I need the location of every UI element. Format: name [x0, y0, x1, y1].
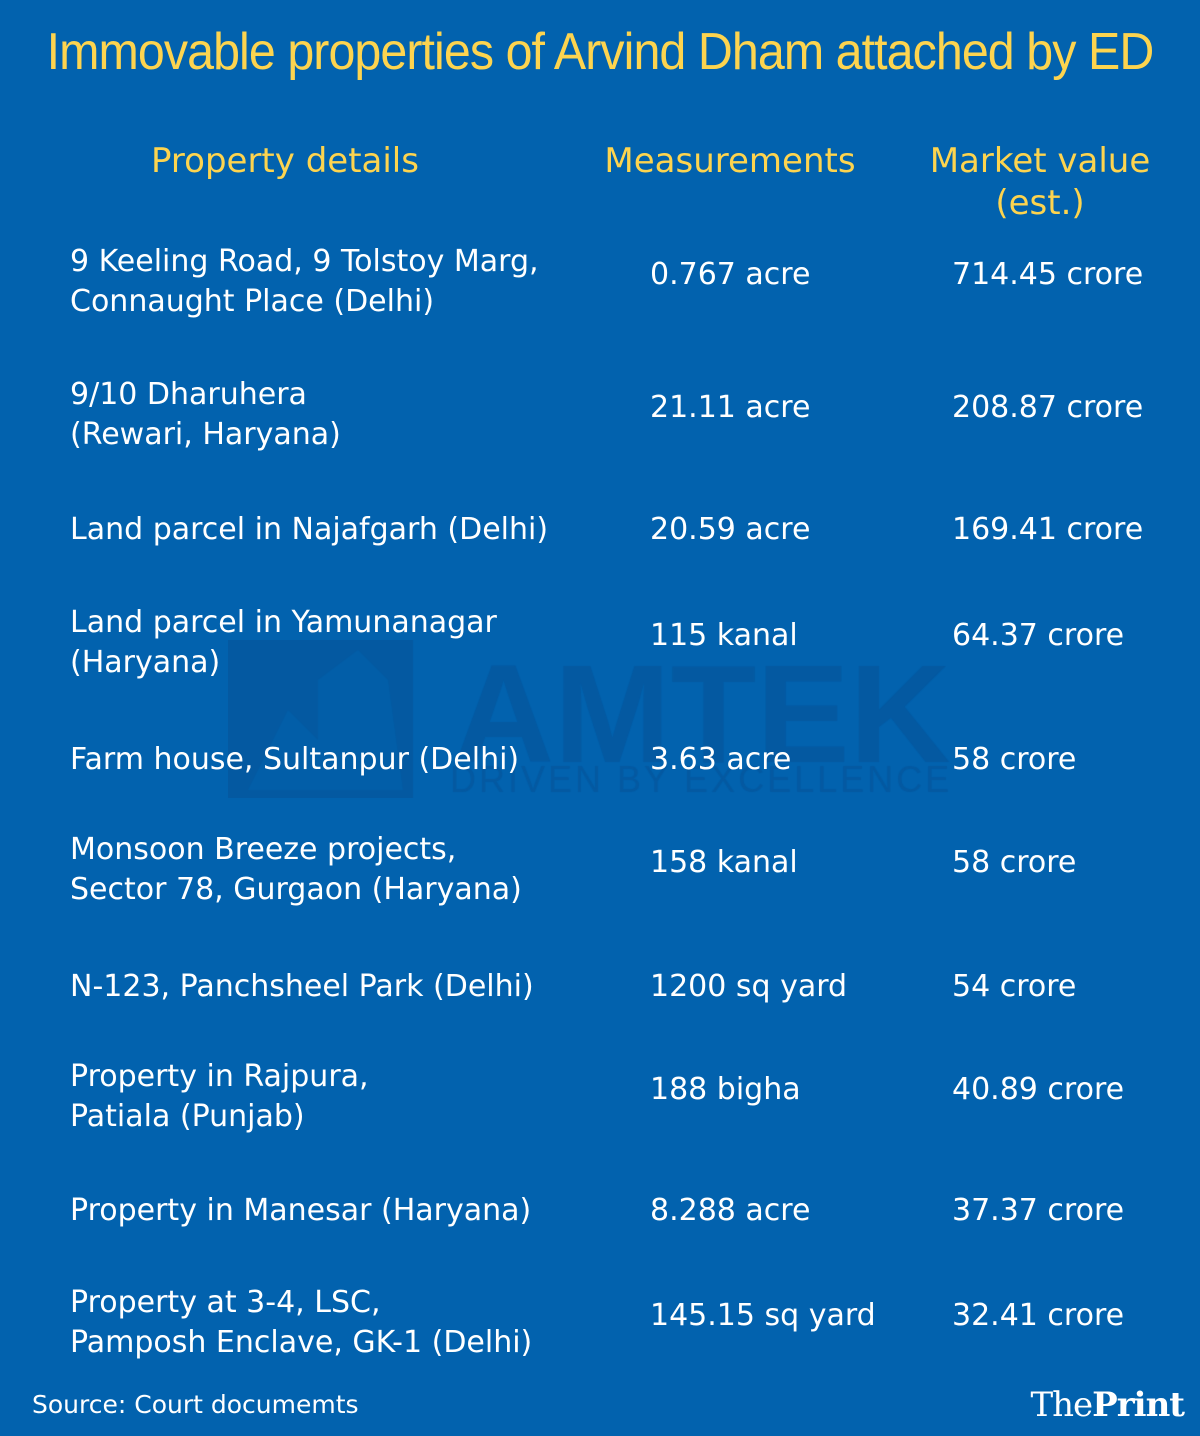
market-value-cell: 32.41 crore	[952, 1298, 1125, 1333]
measurement-cell: 1200 sq yard	[650, 969, 848, 1004]
property-details-cell: Property in Manesar (Haryana)	[70, 1191, 640, 1231]
property-details-line: Property in Manesar (Haryana)	[70, 1193, 532, 1228]
property-details-cell: Monsoon Breeze projects, Sector 78, Gurga…	[70, 830, 640, 910]
market-value-cell: 54 crore	[952, 969, 1077, 1004]
table-row: Property in Manesar (Haryana) 8.288 acre 3…	[0, 1151, 1200, 1271]
measurement-cell: 3.63 acre	[650, 742, 792, 777]
column-header-property-details: Property details	[151, 141, 419, 181]
property-details-line: Property in Rajpura,	[70, 1059, 369, 1094]
property-details-line: Land parcel in Yamunanagar	[70, 605, 497, 640]
market-value-cell: 58 crore	[952, 845, 1077, 880]
property-details-line: N-123, Panchsheel Park (Delhi)	[70, 969, 534, 1004]
property-details-cell: Farm house, Sultanpur (Delhi)	[70, 740, 640, 780]
column-header-market-value-line1: Market value	[929, 141, 1151, 181]
market-value-cell: 208.87 crore	[952, 390, 1144, 425]
property-details-line: Land parcel in Najafgarh (Delhi)	[70, 512, 549, 547]
logo-the: The	[1030, 1385, 1093, 1425]
market-value-cell: 40.89 crore	[952, 1072, 1125, 1107]
column-header-market-value-line2: (est.)	[995, 183, 1085, 223]
measurement-cell: 0.767 acre	[650, 257, 811, 292]
measurement-cell: 115 kanal	[650, 618, 798, 653]
table-row: Land parcel in Najafgarh (Delhi) 20.59 ac…	[0, 470, 1200, 590]
measurement-cell: 8.288 acre	[650, 1193, 811, 1228]
table-row: 9/10 Dharuhera (Rewari, Haryana) 21.11 acr…	[0, 355, 1200, 475]
property-details-cell: Property in Rajpura, Patiala (Punjab)	[70, 1057, 640, 1137]
property-details-line: Pamposh Enclave, GK-1 (Delhi)	[70, 1325, 533, 1360]
source-note: Source: Court documemts	[32, 1390, 359, 1419]
market-value-cell: 37.37 crore	[952, 1193, 1125, 1228]
property-details-cell: Property at 3-4, LSC, Pamposh Enclave, GK…	[70, 1283, 640, 1363]
measurement-cell: 20.59 acre	[650, 512, 811, 547]
property-details-line: 9 Keeling Road, 9 Tolstoy Marg,	[70, 244, 539, 279]
property-details-line: Monsoon Breeze projects,	[70, 832, 457, 867]
market-value-cell: 58 crore	[952, 742, 1077, 777]
column-header-market-value: Market value (est.)	[900, 140, 1180, 224]
property-details-line: Patiala (Punjab)	[70, 1099, 305, 1134]
property-details-cell: Land parcel in Yamunanagar (Haryana)	[70, 603, 640, 683]
property-details-line: Farm house, Sultanpur (Delhi)	[70, 742, 520, 777]
table-row: Land parcel in Yamunanagar (Haryana) 115 k…	[0, 583, 1200, 703]
table-row: Monsoon Breeze projects, Sector 78, Gurga…	[0, 810, 1200, 930]
measurement-cell: 21.11 acre	[650, 390, 811, 425]
market-value-cell: 169.41 crore	[952, 512, 1144, 547]
table-row: Farm house, Sultanpur (Delhi) 3.63 acre 58…	[0, 700, 1200, 820]
column-header-measurements: Measurements	[604, 141, 856, 181]
market-value-cell: 714.45 crore	[952, 257, 1144, 292]
property-details-line: Property at 3-4, LSC,	[70, 1285, 381, 1320]
measurement-cell: 158 kanal	[650, 845, 798, 880]
property-details-line: (Haryana)	[70, 645, 221, 680]
logo-print: Print	[1092, 1385, 1185, 1425]
property-details-line: Connaught Place (Delhi)	[70, 284, 435, 319]
property-details-line: 9/10 Dharuhera	[70, 377, 307, 412]
property-details-cell: 9 Keeling Road, 9 Tolstoy Marg, Connaught…	[70, 242, 640, 322]
table-row: N-123, Panchsheel Park (Delhi) 1200 sq ya…	[0, 927, 1200, 1047]
property-details-cell: Land parcel in Najafgarh (Delhi)	[70, 510, 640, 550]
property-details-cell: 9/10 Dharuhera (Rewari, Haryana)	[70, 375, 640, 455]
market-value-cell: 64.37 crore	[952, 618, 1125, 653]
table-row: Property at 3-4, LSC, Pamposh Enclave, GK…	[0, 1263, 1200, 1383]
chart-title: Immovable properties of Arvind Dham atta…	[46, 23, 1155, 81]
theprint-logo: ThePrint	[1030, 1385, 1185, 1425]
property-details-line: Sector 78, Gurgaon (Haryana)	[70, 872, 522, 907]
table-row: 9 Keeling Road, 9 Tolstoy Marg, Connaught…	[0, 222, 1200, 342]
measurement-cell: 145.15 sq yard	[650, 1298, 876, 1333]
measurement-cell: 188 bigha	[650, 1072, 801, 1107]
property-details-line: (Rewari, Haryana)	[70, 417, 341, 452]
table-row: Property in Rajpura, Patiala (Punjab) 188 …	[0, 1037, 1200, 1157]
property-details-cell: N-123, Panchsheel Park (Delhi)	[70, 967, 640, 1007]
